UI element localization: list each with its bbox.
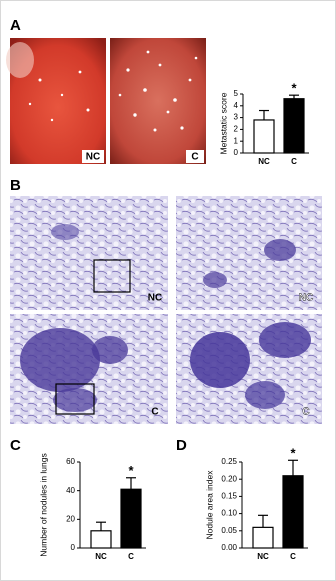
x-tick-label: NC bbox=[258, 157, 270, 166]
significance-mark: * bbox=[128, 463, 134, 478]
y-tick-label: 3 bbox=[234, 113, 239, 122]
histology-image: NC bbox=[176, 196, 322, 310]
bar bbox=[90, 530, 112, 549]
bar bbox=[120, 488, 142, 549]
photo-label: C bbox=[191, 152, 198, 163]
x-tick-label: C bbox=[128, 552, 134, 561]
y-tick-label: 0 bbox=[234, 148, 239, 157]
bar bbox=[253, 119, 275, 154]
y-tick-label: 0.20 bbox=[221, 474, 237, 483]
image-label: C bbox=[302, 407, 309, 418]
y-tick-label: 1 bbox=[234, 136, 239, 145]
histology-image: C bbox=[10, 314, 168, 424]
y-tick-label: 0 bbox=[71, 543, 76, 552]
bar bbox=[282, 475, 304, 549]
panel-label: B bbox=[10, 177, 21, 194]
x-tick-label: C bbox=[290, 552, 296, 561]
y-tick-label: 20 bbox=[66, 514, 75, 523]
panel-label: D bbox=[176, 437, 187, 454]
y-tick-label: 0.15 bbox=[221, 492, 237, 501]
panel-label: A bbox=[10, 17, 21, 34]
photo-label: NC bbox=[86, 152, 100, 163]
y-axis-label: Nodule area index bbox=[204, 470, 214, 540]
histology-image: C bbox=[176, 314, 322, 424]
bar bbox=[283, 98, 305, 154]
y-tick-label: 5 bbox=[234, 89, 239, 98]
y-tick-label: 0.10 bbox=[221, 509, 237, 518]
histology-image: NC bbox=[10, 196, 168, 310]
y-tick-label: 60 bbox=[66, 457, 75, 466]
lung-photo: C bbox=[110, 38, 206, 164]
x-tick-label: NC bbox=[95, 552, 107, 561]
image-label: NC bbox=[148, 293, 162, 304]
image-label: NC bbox=[299, 293, 313, 304]
y-tick-label: 2 bbox=[234, 125, 239, 134]
significance-mark: * bbox=[291, 81, 297, 96]
significance-mark: * bbox=[290, 446, 296, 461]
y-tick-label: 0.05 bbox=[221, 526, 237, 535]
image-label: C bbox=[151, 407, 158, 418]
y-axis-label: Number of nodules in lungs bbox=[38, 453, 48, 556]
y-tick-label: 4 bbox=[234, 101, 239, 110]
x-tick-label: C bbox=[291, 157, 297, 166]
y-tick-label: 40 bbox=[66, 486, 75, 495]
panel-label: C bbox=[10, 437, 21, 454]
y-axis-label: Metastatic score bbox=[218, 92, 228, 154]
y-tick-label: 0.00 bbox=[221, 543, 237, 552]
x-tick-label: NC bbox=[257, 552, 269, 561]
lung-photo: NC bbox=[6, 38, 106, 164]
bar bbox=[252, 526, 274, 549]
y-tick-label: 0.25 bbox=[221, 457, 237, 466]
